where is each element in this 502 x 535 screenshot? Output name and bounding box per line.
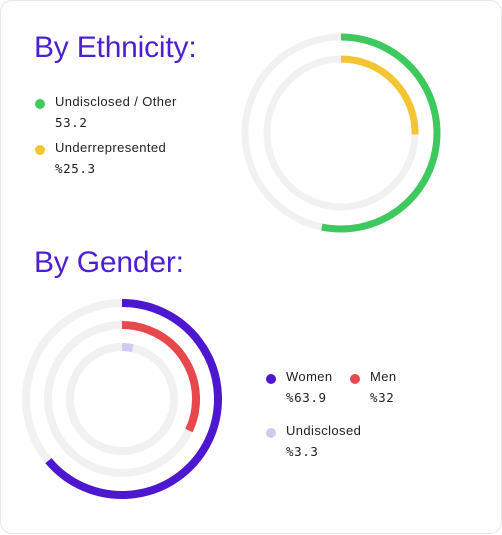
legend-dot-undisclosed-other (35, 99, 45, 109)
ethnicity-title: By Ethnicity: (34, 31, 197, 64)
legend-dot-women (266, 374, 276, 384)
ring-arc-undisclosed (121, 342, 134, 353)
legend-value: %25.3 (55, 161, 96, 176)
ring-arc-underrepresented (340, 55, 419, 135)
legend-value: 53.2 (55, 115, 88, 130)
ring-arc-men (121, 321, 200, 433)
legend-dot-men (350, 374, 360, 384)
ring-arc-undisclosed-other (321, 33, 441, 233)
legend-label: Undisclosed (286, 423, 362, 438)
legend-value: %3.3 (286, 444, 319, 459)
legend-value: %32 (370, 390, 395, 405)
ring-track (66, 343, 178, 455)
ring-arc-women (45, 299, 222, 499)
legend-dot-undisclosed (266, 428, 276, 438)
gender-title: By Gender: (34, 246, 184, 279)
legend-label: Women (286, 369, 333, 384)
legend-label: Undisclosed / Other (55, 94, 177, 109)
legend-label: Underrepresented (55, 140, 167, 155)
legend-dot-underrepresented (35, 145, 45, 155)
legend-value: %63.9 (286, 390, 327, 405)
legend-label: Men (370, 369, 397, 384)
